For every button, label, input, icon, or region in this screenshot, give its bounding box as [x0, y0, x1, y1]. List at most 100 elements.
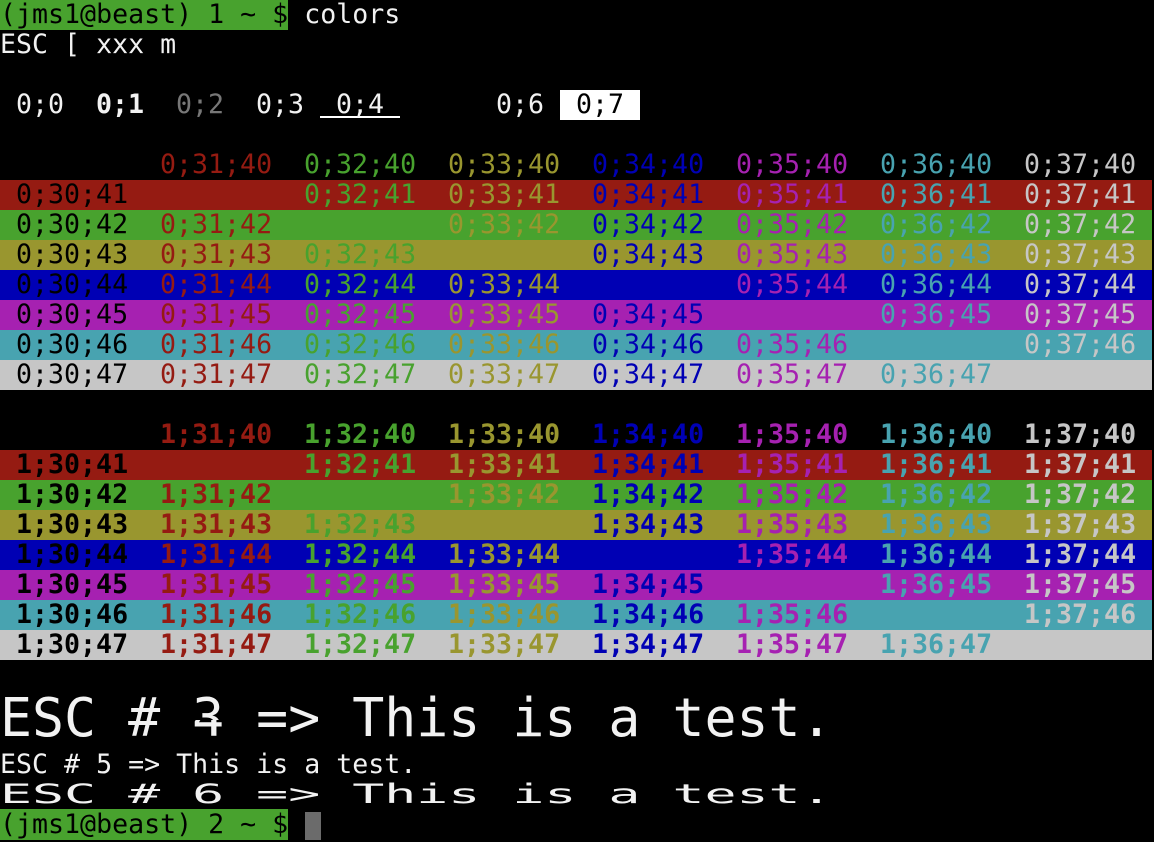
color-cell: 1;33;47 — [448, 629, 561, 660]
color-row-bg-47: 0;30;47 0;31;47 0;32;47 0;33;47 0;34;47 0;35;… — [0, 360, 1152, 390]
color-cell: 1;33;46 — [448, 599, 561, 630]
attr-sample-normal: 0;3 — [256, 89, 305, 120]
color-cell: 0;37;42 — [1024, 209, 1137, 240]
color-row-bg-46: 0;30;46 0;31;46 0;32;46 0;33;46 0;34;46 0;35;… — [0, 330, 1152, 360]
color-cell: 1;31;46 — [160, 599, 273, 630]
color-cell: 1;36;45 — [880, 569, 993, 600]
color-cell: 1;37;41 — [1024, 449, 1137, 480]
color-row-bg-42: 1;30;42 1;31;42 1;33;42 1;34;42 1;35;42 1;36;… — [0, 480, 1152, 510]
color-cell: 0;35;44 — [736, 269, 849, 300]
color-cell: 0;36;42 — [880, 209, 993, 240]
color-cell: 0;35;41 — [736, 179, 849, 210]
color-cell: 0;32;44 — [304, 269, 417, 300]
color-cell: 0;31;42 — [160, 209, 273, 240]
prompt-line-2[interactable]: (jms1@beast) 2 ~ $ — [0, 809, 289, 840]
color-cell — [304, 480, 448, 510]
color-cell: 0;30;44 — [16, 269, 129, 300]
attr-sample-dim: 0;2 — [176, 89, 225, 120]
color-cell: 1;36;42 — [880, 479, 993, 510]
color-cell: 0;30;46 — [16, 329, 129, 360]
double-height-top-line: ESC # 3 => This is a test. — [0, 690, 1154, 720]
color-cell: 1;36;40 — [880, 419, 993, 450]
color-cell: 1;37;45 — [1024, 569, 1137, 600]
color-cell: 0;33;46 — [448, 329, 561, 360]
color-cell — [880, 330, 1024, 360]
color-cell: 0;34;43 — [592, 239, 705, 270]
color-cell — [448, 510, 592, 540]
color-cell: 1;36;41 — [880, 449, 993, 480]
color-cell: 0;35;40 — [736, 149, 849, 180]
color-row-bg-41: 1;30;41 1;32;41 1;33;41 1;34;41 1;35;41 1;36;… — [0, 450, 1152, 480]
color-cell: 0;33;47 — [448, 359, 561, 390]
color-cell — [736, 570, 880, 600]
color-cell: 1;37;44 — [1024, 539, 1137, 570]
color-cell: 0;34;40 — [592, 149, 705, 180]
color-cell: 1;33;45 — [448, 569, 561, 600]
color-cell: 1;31;43 — [160, 509, 273, 540]
escape-format-line: ESC [ xxx m — [0, 29, 177, 60]
color-cell: 0;34;47 — [592, 359, 705, 390]
color-cell: 0;33;44 — [448, 269, 561, 300]
single-width-line: ESC # 5 => This is a test. — [0, 749, 417, 780]
color-cell: 0;32;43 — [304, 239, 417, 270]
color-cell: 0;35;46 — [736, 329, 849, 360]
shell-prompt: (jms1@beast) 2 ~ $ — [0, 809, 289, 840]
color-cell: 1;35;47 — [736, 629, 849, 660]
color-cell: 0;31;40 — [160, 149, 273, 180]
color-cell — [16, 150, 160, 180]
color-cell: 0;32;45 — [304, 299, 417, 330]
color-cell: 1;37;40 — [1024, 419, 1137, 450]
color-cell: 1;34;43 — [592, 509, 705, 540]
color-cell: 1;31;44 — [160, 539, 273, 570]
color-cell: 1;34;42 — [592, 479, 705, 510]
color-cell: 1;30;45 — [16, 569, 129, 600]
color-cell: 1;35;44 — [736, 539, 849, 570]
color-cell: 1;35;41 — [736, 449, 849, 480]
color-cell: 0;37;43 — [1024, 239, 1137, 270]
color-cell: 0;32;47 — [304, 359, 417, 390]
color-cell: 0;36;45 — [880, 299, 993, 330]
color-cell — [1024, 630, 1154, 660]
color-cell: 0;32;41 — [304, 179, 417, 210]
color-cell: 0;35;43 — [736, 239, 849, 270]
command-text: colors — [304, 0, 401, 30]
color-cell: 1;32;41 — [304, 449, 417, 480]
color-cell: 0;36;41 — [880, 179, 993, 210]
color-cell: 1;31;47 — [160, 629, 273, 660]
attr-sample-bold: 0;1 — [96, 89, 145, 120]
color-cell: 0;30;42 — [16, 209, 129, 240]
color-cell: 0;36;47 — [880, 359, 993, 390]
color-cell: 1;32;40 — [304, 419, 417, 450]
color-cell: 1;32;46 — [304, 599, 417, 630]
attribute-samples: 0;0 0;1 0;2 0;3 0;4 0;6 0;7 — [0, 90, 1154, 120]
color-cell: 0;37;41 — [1024, 179, 1137, 210]
color-cell: 0;34;45 — [592, 299, 705, 330]
color-cell: 0;32;40 — [304, 149, 417, 180]
color-cell: 1;36;44 — [880, 539, 993, 570]
color-cell: 0;32;46 — [304, 329, 417, 360]
color-row-bg-47: 1;30;47 1;31;47 1;32;47 1;33;47 1;34;47 1;35;… — [0, 630, 1152, 660]
color-cell: 1;32;45 — [304, 569, 417, 600]
color-cell: 1;37;42 — [1024, 479, 1137, 510]
color-cell: 1;30;47 — [16, 629, 129, 660]
color-row-bg-43: 1;30;43 1;31;43 1;32;43 1;34;43 1;35;43 1;36;… — [0, 510, 1152, 540]
double-width-text: ESC # 6 => This is a test. — [0, 780, 833, 810]
color-cell: 0;31;43 — [160, 239, 273, 270]
color-cell: 0;36;44 — [880, 269, 993, 300]
color-cell: 1;32;43 — [304, 509, 417, 540]
double-height-bottom-text: ESC # 4 => This is a test. — [0, 720, 833, 750]
color-row-bg-45: 1;30;45 1;31;45 1;32;45 1;33;45 1;34;45 1;36;… — [0, 570, 1152, 600]
color-cell: 0;37;45 — [1024, 299, 1137, 330]
color-cell: 1;35;42 — [736, 479, 849, 510]
color-cell — [160, 450, 304, 480]
color-cell: 0;36;43 — [880, 239, 993, 270]
color-cell: 0;37;44 — [1024, 269, 1137, 300]
color-cell: 1;31;42 — [160, 479, 273, 510]
color-cell: 1;33;42 — [448, 479, 561, 510]
color-cell: 0;31;45 — [160, 299, 273, 330]
color-cell: 0;34;46 — [592, 329, 705, 360]
color-row-bg-41: 0;30;41 0;32;41 0;33;41 0;34;41 0;35;41 0;36;… — [0, 180, 1152, 210]
color-cell: 1;33;44 — [448, 539, 561, 570]
color-cell — [160, 180, 304, 210]
color-cell — [880, 600, 1024, 630]
